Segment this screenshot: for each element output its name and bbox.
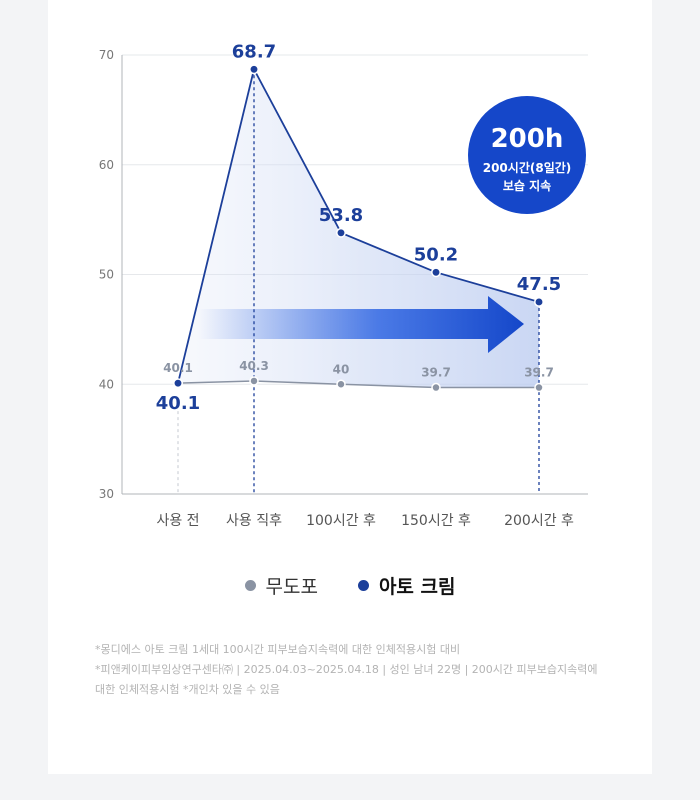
badge-line-1: 200시간(8일간) (483, 160, 572, 175)
series-0-point-4 (534, 382, 544, 393)
y-tick-label-60: 60 (99, 158, 114, 172)
legend-item-untreated: 무도포 (244, 572, 318, 599)
x-tick-label-4: 200시간 후 (504, 513, 574, 529)
series-1-label-3: 50.2 (414, 244, 458, 265)
y-tick-label-70: 70 (99, 48, 114, 62)
series-1-point-2 (336, 227, 346, 238)
badge-circle (468, 96, 586, 214)
footnote-line-2: *피앤케이피부임상연구센타㈜ | 2025.04.03~2025.04.18 |… (95, 663, 598, 676)
area-fill (178, 69, 539, 388)
series-1-label-2: 53.8 (319, 205, 363, 226)
drop-lines (177, 69, 540, 494)
footnote-line-1: *몽디에스 아토 크림 1세대 100시간 피부보습지속력에 대한 인체적용시험… (95, 643, 461, 656)
legend-dot-cream (357, 580, 369, 591)
series-1-point-3 (431, 267, 441, 278)
footnote-line-3: 대한 인체적용시험 *개인차 있을 수 있음 (95, 683, 280, 696)
y-tick-label-40: 40 (99, 377, 114, 391)
legend-label-cream: 아토 크림 (378, 576, 456, 598)
badge-line-2: 보습 지속 (503, 178, 551, 193)
series-layer (173, 64, 544, 393)
series-0-point-3 (431, 382, 441, 393)
series-1-label-0: 40.1 (156, 393, 200, 414)
series-1-point-1 (249, 64, 259, 75)
chart-legend: 무도포 아토 크림 (0, 572, 700, 599)
series-0-label-2: 40 (333, 362, 350, 376)
series-0-label-3: 39.7 (421, 366, 451, 380)
series-1-label-4: 47.5 (517, 274, 561, 295)
series-1-point-0 (173, 378, 183, 389)
duration-badge: 200h 200시간(8일간) 보습 지속 (468, 96, 586, 214)
y-tick-label-30: 30 (99, 487, 114, 501)
series-0-point-2 (336, 379, 346, 389)
moisture-line-chart: 30 40 50 60 70 40.1 40.3 40 39.7 39.7 40.1 68.7 53.… (99, 41, 588, 529)
y-axis: 30 40 50 60 70 (99, 48, 123, 501)
x-tick-label-1: 사용 직후 (226, 513, 282, 529)
series-0-label-1: 40.3 (239, 359, 269, 373)
series-0-point-1 (249, 376, 259, 386)
area-between-series (178, 69, 539, 388)
x-tick-label-2: 100시간 후 (306, 513, 376, 529)
trend-arrow (198, 296, 524, 353)
series-1-point-4 (534, 296, 544, 307)
arrow-right-icon (198, 296, 524, 353)
y-tick-label-50: 50 (99, 268, 114, 282)
series-0-label-4: 39.7 (524, 366, 554, 380)
legend-label-untreated: 무도포 (265, 576, 318, 598)
series-0-label-0: 40.1 (163, 361, 193, 375)
x-tick-label-3: 150시간 후 (401, 513, 471, 529)
footnote: *몽디에스 아토 크림 1세대 100시간 피부보습지속력에 대한 인체적용시험… (95, 640, 625, 700)
x-axis-ticks: 사용 전 사용 직후 100시간 후 150시간 후 200시간 후 (156, 513, 574, 529)
legend-item-cream: 아토 크림 (357, 572, 456, 599)
series-1-label-1: 68.7 (232, 41, 276, 62)
legend-dot-untreated (244, 580, 256, 591)
data-labels: 40.1 40.3 40 39.7 39.7 40.1 68.7 53.8 50.2 47.5 (156, 41, 561, 414)
x-tick-label-0: 사용 전 (156, 513, 199, 529)
badge-big-text: 200h (491, 124, 564, 154)
